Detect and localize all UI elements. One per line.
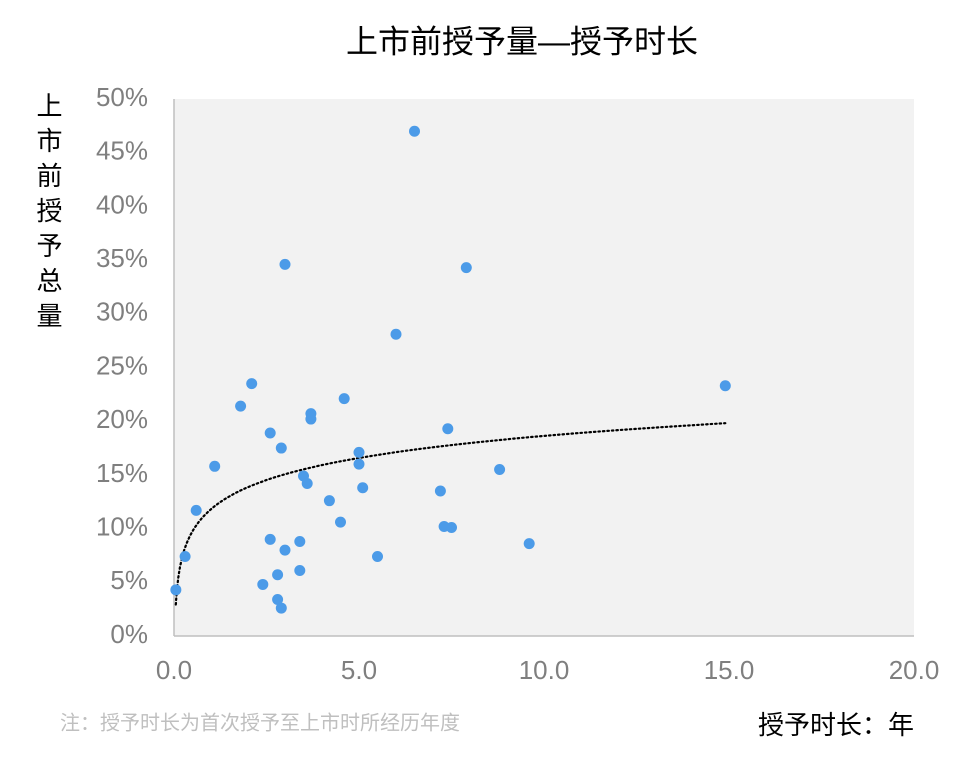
y-axis-label: 上市前授予总量 (33, 92, 63, 337)
point (305, 413, 317, 425)
trendline (174, 422, 727, 606)
x-tick-label: 20.0 (889, 655, 940, 685)
point (264, 427, 276, 439)
y-tick-label: 5% (110, 565, 148, 595)
point (209, 460, 221, 472)
x-tick-label: 5.0 (341, 655, 377, 685)
point (523, 538, 535, 550)
y-tick-label: 45% (96, 136, 148, 166)
point (301, 477, 313, 489)
point (719, 380, 731, 392)
x-tick-label: 0.0 (156, 655, 192, 685)
point (372, 551, 383, 563)
x-axis-label: 授予时长：年 (758, 710, 914, 740)
point (279, 544, 291, 556)
y-tick-label: 20% (96, 404, 148, 434)
point (275, 602, 287, 614)
point (246, 378, 258, 390)
y-tick-label: 10% (96, 511, 148, 541)
x-tick-label: 10.0 (519, 655, 570, 685)
y-tick-label: 0% (110, 619, 148, 649)
point (460, 262, 472, 274)
point (190, 504, 202, 516)
point (275, 442, 287, 454)
y-tick-label: 15% (96, 458, 148, 488)
point (353, 446, 365, 458)
x-tick-label: 15.0 (704, 655, 755, 685)
y-tick-label: 50% (96, 82, 148, 112)
point (257, 578, 269, 590)
point (272, 569, 284, 581)
point (409, 125, 420, 137)
chart-title: 上市前授予量—授予时长 (346, 23, 698, 59)
point (272, 593, 284, 605)
point (279, 258, 291, 270)
point (335, 516, 346, 528)
y-tick-label: 30% (96, 297, 148, 327)
point (235, 400, 247, 412)
point (442, 423, 454, 435)
point (170, 584, 182, 596)
point (446, 522, 457, 534)
point (294, 564, 306, 576)
point (434, 485, 446, 497)
point (179, 551, 191, 563)
plot-area (174, 99, 914, 636)
point (353, 458, 365, 470)
y-tick-label: 25% (96, 350, 148, 380)
note: 注：授予时长为首次授予至上市时所经历年度 (60, 711, 460, 734)
y-tick-label: 40% (96, 189, 148, 219)
point (338, 393, 350, 405)
point (323, 495, 335, 507)
y-tick-label: 35% (96, 243, 148, 273)
point (264, 533, 276, 545)
point (494, 464, 506, 476)
point (390, 328, 402, 340)
point (294, 535, 306, 547)
point (357, 482, 369, 494)
